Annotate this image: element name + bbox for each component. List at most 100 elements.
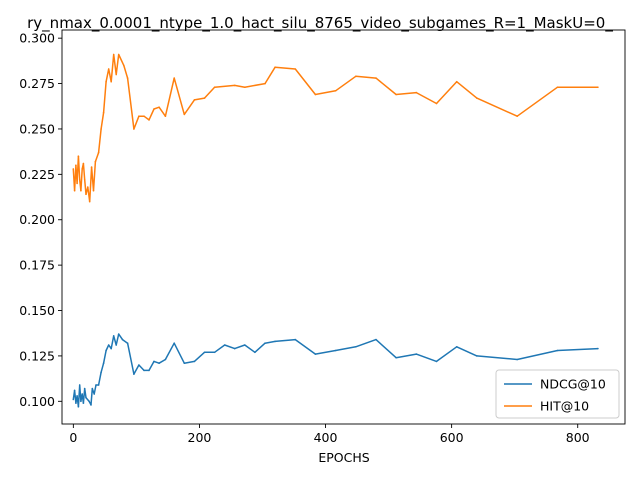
data-point-ndcg-10 bbox=[455, 346, 458, 348]
data-point-ndcg-10 bbox=[112, 335, 115, 337]
data-point-hit-10 bbox=[164, 115, 167, 117]
data-point-ndcg-10 bbox=[213, 351, 216, 354]
data-point-hit-10 bbox=[115, 73, 117, 76]
series-points-hit-10 bbox=[72, 53, 599, 203]
data-point-hit-10 bbox=[395, 93, 397, 96]
x-tick-label: 200 bbox=[188, 430, 212, 445]
data-point-hit-10 bbox=[107, 68, 110, 70]
data-point-hit-10 bbox=[244, 86, 246, 88]
data-point-ndcg-10 bbox=[597, 347, 599, 350]
data-point-hit-10 bbox=[158, 106, 160, 108]
data-point-ndcg-10 bbox=[164, 358, 167, 361]
data-point-hit-10 bbox=[92, 189, 95, 192]
data-point-hit-10 bbox=[81, 168, 83, 170]
data-point-ndcg-10 bbox=[314, 353, 317, 355]
data-point-ndcg-10 bbox=[138, 364, 140, 366]
data-point-ndcg-10 bbox=[88, 400, 90, 403]
data-point-hit-10 bbox=[123, 64, 125, 67]
data-point-hit-10 bbox=[97, 151, 100, 154]
data-point-hit-10 bbox=[294, 68, 297, 70]
data-point-ndcg-10 bbox=[90, 404, 92, 406]
data-point-ndcg-10 bbox=[121, 338, 124, 341]
data-point-ndcg-10 bbox=[81, 393, 83, 395]
data-point-hit-10 bbox=[110, 80, 112, 83]
data-point-hit-10 bbox=[183, 113, 186, 116]
data-point-ndcg-10 bbox=[203, 351, 206, 354]
plot-series bbox=[72, 53, 599, 408]
data-point-ndcg-10 bbox=[91, 387, 94, 390]
data-point-hit-10 bbox=[516, 115, 518, 117]
data-point-ndcg-10 bbox=[100, 371, 102, 374]
data-point-hit-10 bbox=[415, 91, 418, 94]
data-point-ndcg-10 bbox=[97, 384, 100, 386]
data-point-hit-10 bbox=[83, 179, 86, 181]
data-point-ndcg-10 bbox=[77, 406, 80, 408]
x-axis: 0 200 400 600 800 bbox=[69, 424, 590, 445]
x-axis-title: EPOCHS bbox=[318, 450, 369, 465]
data-point-hit-10 bbox=[77, 155, 80, 157]
data-point-hit-10 bbox=[435, 102, 438, 105]
data-point-ndcg-10 bbox=[183, 362, 186, 365]
data-point-hit-10 bbox=[355, 75, 357, 78]
data-point-hit-10 bbox=[100, 128, 102, 130]
y-tick-label: 0.300 bbox=[19, 31, 55, 46]
data-point-ndcg-10 bbox=[375, 338, 377, 341]
series-line-ndcg-10 bbox=[72, 333, 598, 408]
data-point-ndcg-10 bbox=[115, 344, 117, 346]
data-point-ndcg-10 bbox=[223, 344, 226, 346]
data-point-hit-10 bbox=[334, 90, 337, 92]
data-point-ndcg-10 bbox=[117, 333, 120, 335]
y-axis: 0.100 0.125 0.150 0.175 0.200 0.225 0.250 0.275… bbox=[19, 31, 62, 409]
plot-frame bbox=[61, 29, 626, 425]
data-point-ndcg-10 bbox=[93, 393, 95, 395]
data-point-ndcg-10 bbox=[82, 402, 85, 404]
data-point-ndcg-10 bbox=[83, 387, 86, 390]
data-point-hit-10 bbox=[314, 93, 317, 96]
data-point-hit-10 bbox=[88, 200, 91, 203]
data-point-ndcg-10 bbox=[435, 360, 438, 363]
data-point-hit-10 bbox=[76, 182, 78, 185]
data-point-ndcg-10 bbox=[476, 355, 478, 357]
data-point-ndcg-10 bbox=[193, 360, 196, 363]
y-tick-label: 0.125 bbox=[19, 348, 55, 363]
data-point-hit-10 bbox=[375, 77, 377, 79]
y-tick-label: 0.100 bbox=[19, 394, 55, 409]
data-point-hit-10 bbox=[153, 108, 155, 110]
data-point-hit-10 bbox=[203, 97, 206, 99]
data-point-hit-10 bbox=[148, 119, 150, 121]
data-point-ndcg-10 bbox=[73, 389, 76, 392]
data-point-hit-10 bbox=[597, 86, 599, 88]
data-point-ndcg-10 bbox=[75, 402, 77, 404]
data-point-hit-10 bbox=[102, 111, 105, 114]
data-point-ndcg-10 bbox=[107, 344, 110, 346]
data-point-ndcg-10 bbox=[85, 396, 87, 399]
data-point-hit-10 bbox=[138, 115, 140, 117]
data-point-ndcg-10 bbox=[126, 342, 129, 345]
data-point-hit-10 bbox=[274, 66, 276, 68]
data-point-hit-10 bbox=[112, 53, 115, 56]
y-tick-label: 0.225 bbox=[19, 167, 55, 182]
legend-label: NDCG@10 bbox=[540, 377, 606, 392]
legend: NDCG@10 HIT@10 bbox=[495, 369, 620, 419]
chart-title: ry_nmax_0.0001_ntype_1.0_hact_silu_8765_… bbox=[27, 14, 613, 33]
data-point-hit-10 bbox=[72, 168, 75, 170]
data-point-hit-10 bbox=[193, 99, 196, 101]
data-point-ndcg-10 bbox=[133, 373, 135, 375]
data-point-ndcg-10 bbox=[264, 342, 266, 345]
data-point-ndcg-10 bbox=[78, 384, 81, 386]
data-point-ndcg-10 bbox=[274, 340, 276, 343]
data-point-ndcg-10 bbox=[95, 384, 97, 386]
data-point-ndcg-10 bbox=[105, 349, 107, 352]
data-point-ndcg-10 bbox=[143, 369, 145, 372]
data-point-hit-10 bbox=[85, 193, 87, 196]
data-point-ndcg-10 bbox=[153, 360, 155, 363]
x-tick-label: 400 bbox=[314, 430, 338, 445]
data-point-hit-10 bbox=[90, 166, 93, 168]
data-point-hit-10 bbox=[264, 82, 266, 85]
data-point-hit-10 bbox=[87, 186, 89, 188]
data-point-hit-10 bbox=[73, 189, 76, 192]
data-point-ndcg-10 bbox=[334, 349, 337, 352]
data-point-hit-10 bbox=[78, 179, 81, 181]
data-point-ndcg-10 bbox=[158, 362, 160, 365]
